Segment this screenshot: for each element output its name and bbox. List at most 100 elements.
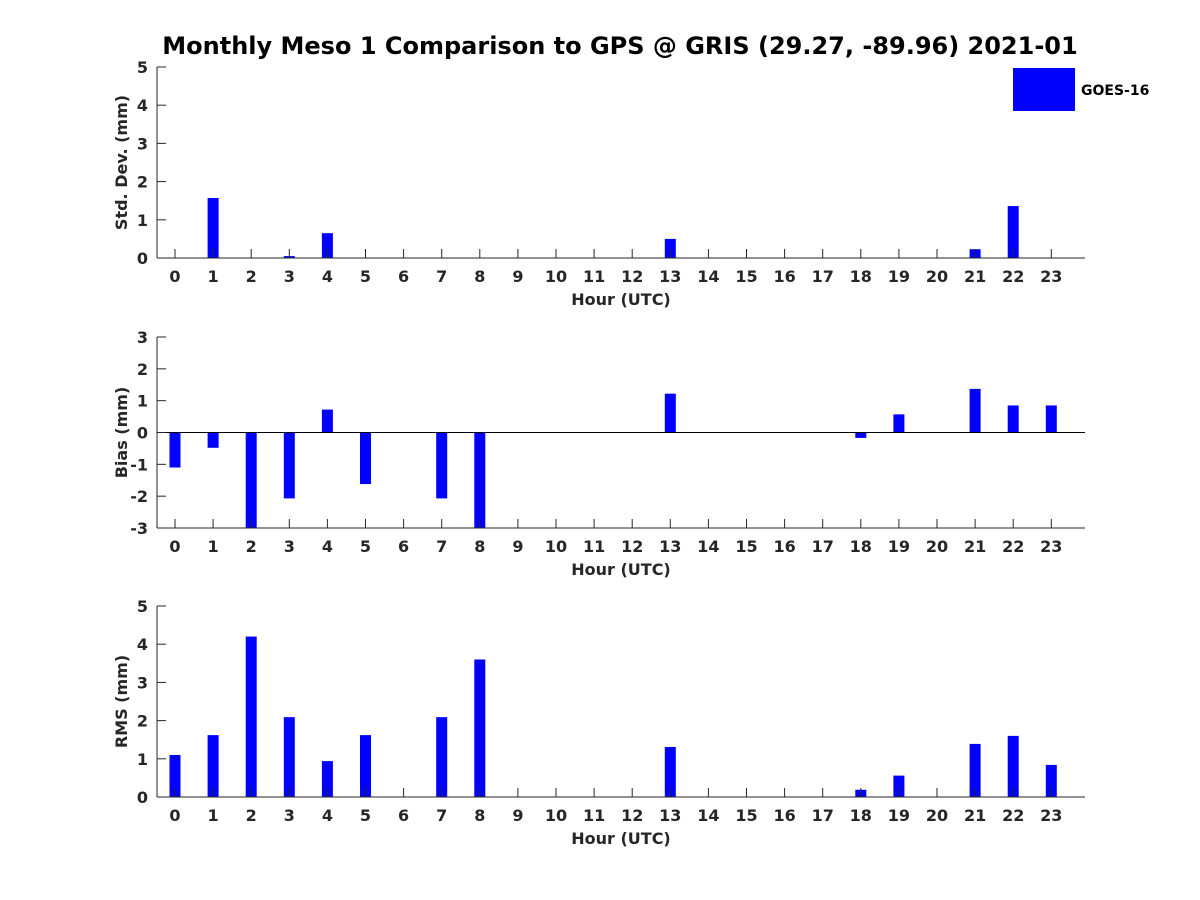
rms-x-tick-label: 23 — [1040, 806, 1062, 825]
bias-x-tick-label: 15 — [735, 537, 757, 556]
rms-x-tick-label: 18 — [850, 806, 872, 825]
std-dev-bar-hour-1 — [207, 198, 219, 258]
std-dev-x-tick-label: 4 — [322, 267, 333, 286]
std-dev-x-tick-label: 18 — [850, 267, 872, 286]
std-dev-bar-hour-4 — [321, 233, 333, 258]
std-dev-x-tick-label: 10 — [545, 267, 567, 286]
bias-x-tick-label: 18 — [850, 537, 872, 556]
rms-bar-hour-7 — [436, 717, 448, 797]
std-dev-x-tick-label: 8 — [474, 267, 485, 286]
rms-x-tick-label: 19 — [888, 806, 910, 825]
bias-bar-hour-19 — [893, 414, 905, 433]
bias-x-tick-label: 23 — [1040, 537, 1062, 556]
bias-x-tick-label: 3 — [284, 537, 295, 556]
bias-bar-hour-3 — [283, 432, 295, 499]
bias-x-tick-label: 20 — [926, 537, 948, 556]
std-dev-x-tick-label: 1 — [208, 267, 219, 286]
rms-y-axis-label: RMS (mm) — [112, 655, 131, 748]
std-dev-y-tick-label: 5 — [137, 58, 148, 77]
bias-x-tick-label: 1 — [208, 537, 219, 556]
rms-x-tick-label: 13 — [659, 806, 681, 825]
bias-x-tick-label: 0 — [169, 537, 180, 556]
rms-y-tick-label: 1 — [137, 750, 148, 769]
bias-bar-hour-7 — [436, 432, 448, 499]
std-dev-y-tick-label: 2 — [137, 173, 148, 192]
rms-bar-hour-22 — [1007, 735, 1019, 797]
rms-x-tick-label: 17 — [812, 806, 834, 825]
bias-x-tick-label: 6 — [398, 537, 409, 556]
bias-bar-hour-1 — [207, 432, 219, 448]
rms-x-tick-label: 5 — [360, 806, 371, 825]
bias-x-tick-label: 7 — [436, 537, 447, 556]
std-dev-y-tick-label: 1 — [137, 211, 148, 230]
bias-x-tick-label: 8 — [474, 537, 485, 556]
std-dev-x-axis-label: Hour (UTC) — [571, 290, 671, 309]
rms-x-tick-label: 15 — [735, 806, 757, 825]
bias-x-tick-label: 10 — [545, 537, 567, 556]
std-dev-y-axis-label: Std. Dev. (mm) — [112, 95, 131, 230]
bias-x-tick-label: 13 — [659, 537, 681, 556]
rms-x-tick-label: 3 — [284, 806, 295, 825]
chart-title: Monthly Meso 1 Comparison to GPS @ GRIS … — [162, 32, 1077, 60]
bias-x-axis-label: Hour (UTC) — [571, 560, 671, 579]
bias-x-tick-label: 9 — [512, 537, 523, 556]
rms-bar-hour-3 — [283, 717, 295, 797]
rms-bar-hour-2 — [245, 636, 257, 797]
bias-bar-hour-8 — [474, 432, 486, 528]
rms-x-tick-label: 16 — [773, 806, 795, 825]
bias-bar-hour-21 — [969, 388, 981, 433]
rms-y-tick-label: 2 — [137, 712, 148, 731]
rms-bar-hour-5 — [360, 735, 371, 797]
std-dev-bar-hour-22 — [1007, 206, 1019, 258]
bias-bar-hour-5 — [360, 432, 371, 485]
std-dev-x-tick-label: 11 — [583, 267, 605, 286]
std-dev-x-tick-label: 20 — [926, 267, 948, 286]
std-dev-x-tick-label: 7 — [436, 267, 447, 286]
rms-x-tick-label: 21 — [964, 806, 986, 825]
rms-x-tick-label: 10 — [545, 806, 567, 825]
rms-x-tick-label: 11 — [583, 806, 605, 825]
bias-y-axis-label: Bias (mm) — [112, 387, 131, 479]
bias-y-tick-label: -3 — [130, 519, 148, 538]
std-dev-x-tick-label: 5 — [360, 267, 371, 286]
bias-y-tick-label: -2 — [130, 487, 148, 506]
rms-x-axis-label: Hour (UTC) — [571, 829, 671, 848]
rms-x-tick-label: 22 — [1002, 806, 1024, 825]
bias-x-tick-label: 19 — [888, 537, 910, 556]
rms-x-tick-label: 4 — [322, 806, 333, 825]
std-dev-x-tick-label: 6 — [398, 267, 409, 286]
std-dev-x-tick-label: 21 — [964, 267, 986, 286]
std-dev-bar-hour-13 — [664, 238, 676, 258]
rms-x-tick-label: 6 — [398, 806, 409, 825]
bias-bar-hour-2 — [245, 432, 257, 528]
bias-bar-hour-18 — [855, 432, 867, 438]
legend-swatch-goes-16 — [1013, 68, 1075, 111]
bias-bar-hour-22 — [1007, 405, 1019, 433]
rms-x-tick-label: 9 — [512, 806, 523, 825]
bias-x-tick-label: 4 — [322, 537, 333, 556]
rms-x-tick-label: 0 — [169, 806, 180, 825]
rms-y-tick-label: 4 — [137, 635, 148, 654]
std-dev-x-tick-label: 14 — [697, 267, 719, 286]
bias-x-tick-label: 5 — [360, 537, 371, 556]
rms-x-tick-label: 8 — [474, 806, 485, 825]
bias-bar-hour-13 — [664, 393, 676, 433]
legend-label-goes-16: GOES-16 — [1081, 83, 1149, 99]
std-dev-x-tick-label: 17 — [812, 267, 834, 286]
bias-x-tick-label: 2 — [246, 537, 257, 556]
std-dev-x-tick-label: 19 — [888, 267, 910, 286]
legend: GOES-16 — [1013, 68, 1149, 111]
rms-bar-hour-13 — [664, 746, 676, 797]
bias-y-tick-label: 1 — [137, 392, 148, 411]
bias-x-tick-label: 11 — [583, 537, 605, 556]
rms-x-tick-label: 1 — [208, 806, 219, 825]
std-dev-x-tick-label: 15 — [735, 267, 757, 286]
std-dev-y-tick-label: 3 — [137, 134, 148, 153]
rms-bar-hour-23 — [1045, 764, 1057, 797]
std-dev-x-tick-label: 23 — [1040, 267, 1062, 286]
bias-x-tick-label: 16 — [773, 537, 795, 556]
